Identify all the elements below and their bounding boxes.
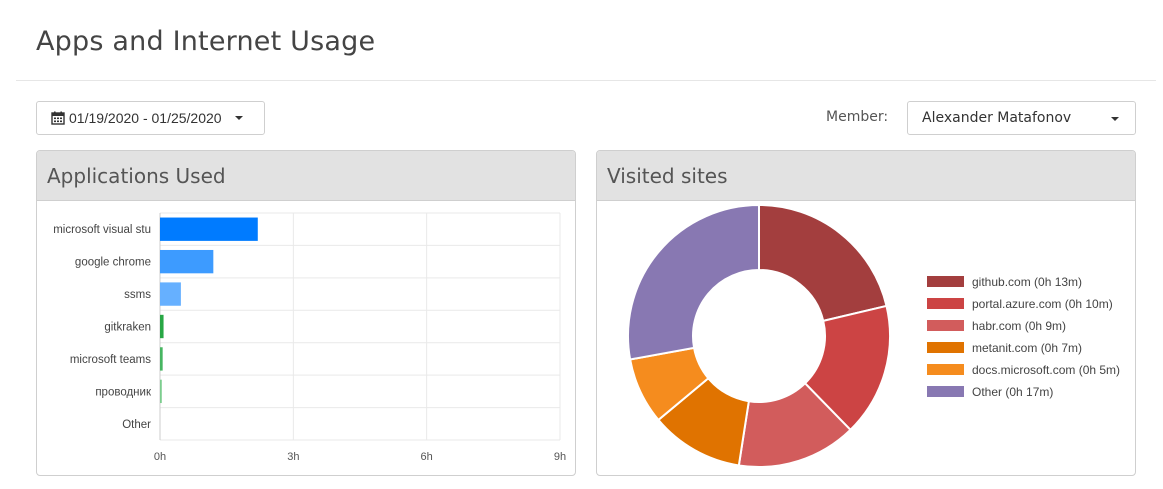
- legend-swatch: [927, 364, 964, 375]
- panel-title: Applications Used: [37, 151, 575, 201]
- category-label: microsoft visual stu: [53, 224, 151, 236]
- date-range-picker[interactable]: 01/19/2020 - 01/25/2020: [36, 101, 265, 135]
- category-label: gitkraken: [104, 322, 151, 334]
- legend-swatch: [927, 298, 964, 309]
- bar: [160, 379, 162, 404]
- legend-label: habr.com (0h 9m): [972, 319, 1066, 333]
- calendar-icon: [51, 111, 65, 125]
- date-range-value: 01/19/2020 - 01/25/2020: [69, 110, 222, 126]
- caret-down-icon: [234, 116, 243, 120]
- legend-swatch: [927, 342, 964, 353]
- legend-label: Other (0h 17m): [972, 385, 1053, 399]
- bar: [160, 314, 164, 339]
- legend-swatch: [927, 320, 964, 331]
- legend-label: metanit.com (0h 7m): [972, 341, 1082, 355]
- x-tick-label: 6h: [421, 451, 433, 463]
- caret-down-icon: [1111, 117, 1119, 121]
- x-tick-label: 9h: [554, 451, 566, 463]
- bar: [160, 249, 214, 274]
- bar: [160, 282, 181, 306]
- legend-swatch: [927, 386, 964, 397]
- applications-bar-chart: 0h 3h 6h 9h microsoft visual stu google chrom…: [53, 212, 566, 463]
- bar: [160, 347, 163, 371]
- x-tick-label: 3h: [287, 451, 299, 463]
- legend-label: docs.microsoft.com (0h 5m): [972, 363, 1120, 377]
- category-label: Other: [122, 419, 151, 431]
- bar: [160, 217, 258, 241]
- member-select[interactable]: Alexander Matafonov: [907, 101, 1136, 135]
- applications-used-panel: Applications Used 0h 3h 6h 9h microsoft visu…: [36, 150, 576, 476]
- category-label: ssms: [124, 289, 151, 301]
- visited-sites-panel: Visited sites github.com (0h 13m) portal.…: [596, 150, 1136, 476]
- donut-slice: [627, 203, 760, 361]
- legend-label: portal.azure.com (0h 10m): [972, 297, 1113, 311]
- legend-label: github.com (0h 13m): [972, 275, 1082, 289]
- member-label: Member:: [826, 109, 889, 125]
- category-label: google chrome: [75, 257, 151, 269]
- donut-slice: [758, 203, 888, 323]
- panel-title: Visited sites: [597, 151, 1135, 201]
- category-label: microsoft teams: [70, 354, 151, 366]
- legend-swatch: [927, 276, 964, 287]
- title-divider: [16, 80, 1156, 81]
- visited-sites-donut-chart: github.com (0h 13m) portal.azure.com (0h …: [627, 203, 1120, 468]
- page-title: Apps and Internet Usage: [36, 26, 376, 57]
- category-label: проводник: [95, 386, 152, 398]
- member-select-value: Alexander Matafonov: [922, 110, 1072, 126]
- x-tick-label: 0h: [154, 451, 166, 463]
